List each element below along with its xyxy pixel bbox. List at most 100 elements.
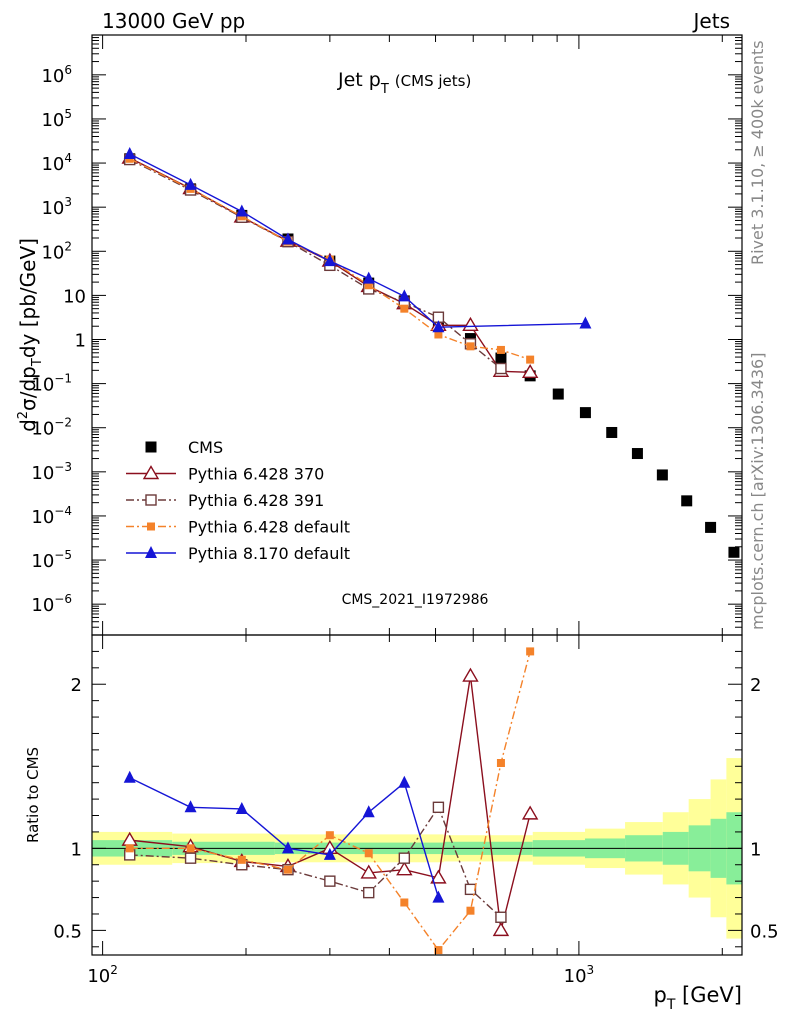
pythia-6-428-391-ratio-point: [324, 875, 336, 887]
pythia-6-428-391-ratio-point: [184, 852, 197, 864]
x-axis-label-suffix: [GeV]: [675, 983, 742, 1007]
y-tick-label: 10−3: [31, 460, 72, 484]
cms-point: [656, 469, 668, 481]
y-tick-label: 102: [41, 239, 72, 263]
pythia-6-428-default-ratio-point: [125, 844, 134, 853]
legend-marker-pythia-8-170-default: [145, 546, 157, 558]
legend-label-pythia-6-428-default: Pythia 6.428 default: [188, 518, 350, 537]
pythia-6-428-391-line: [129, 158, 502, 370]
y-tick-label: 10−4: [31, 504, 72, 528]
legend-marker-pythia-6-428-391: [145, 494, 157, 506]
x-axis-label-main: p: [653, 983, 666, 1007]
pythia-6-428-default-point: [364, 281, 373, 290]
y-tick-label: 10−5: [31, 548, 72, 572]
pythia-6-428-default-ratio-point: [400, 898, 409, 907]
pythia-6-428-370-ratio-point: [396, 861, 413, 876]
y-tick-label: 10−6: [31, 592, 72, 616]
x-axis-label-sub: T: [666, 997, 676, 1013]
y-tick-label: 10−1: [31, 372, 72, 396]
legend-label-pythia-6-428-391: Pythia 6.428 391: [188, 491, 324, 510]
ratio-y-axis-label: Ratio to CMS: [24, 747, 42, 843]
pythia-6-428-default-ratio-point: [466, 906, 475, 915]
plot-title: Jet pT (CMS jets): [337, 69, 471, 97]
pythia-6-428-default-ratio-point: [526, 647, 535, 656]
mcplots-label: mcplots.cern.ch [arXiv:1306.3436]: [748, 353, 767, 630]
cms-point: [728, 546, 740, 558]
pythia-6-428-391-ratio-point: [464, 883, 477, 896]
pythia-8-170-default-point: [362, 271, 375, 284]
pythia-6-428-370-point: [521, 363, 539, 379]
pythia-6-428-391-ratio-point: [432, 801, 445, 814]
pythia-8-170-default-ratio-point: [123, 770, 136, 783]
ratio-tick-label: 1: [71, 839, 82, 860]
pythia-8-170-default-point: [323, 254, 336, 267]
ratio-plot-series: [121, 647, 539, 955]
pythia-6-428-391-point: [495, 362, 507, 375]
pythia-6-428-370-ratio-point: [430, 869, 447, 884]
ratio-tick-label-right: 1: [750, 839, 761, 860]
pythia-6-428-default-point: [526, 355, 535, 364]
cms-point: [495, 352, 507, 364]
ratio-tick-label: 0.5: [53, 921, 82, 942]
pythia-6-428-370-point: [462, 316, 479, 331]
x-tick-label: 102: [87, 963, 118, 987]
x-axis-label: pT [GeV]: [653, 983, 742, 1013]
x-tick-label: 103: [564, 963, 595, 987]
header-left: 13000 GeV pp: [102, 9, 245, 33]
pythia-6-428-default-point: [496, 345, 505, 354]
rivet-label: Rivet 3.1.10, ≥ 400k events: [748, 40, 767, 265]
pythia-8-170-default-point: [398, 289, 411, 302]
pythia-6-428-default-ratio-point: [237, 855, 246, 864]
pythia-8-170-default-ratio-point: [362, 805, 375, 818]
pythia-6-428-default-ratio-point: [325, 831, 334, 840]
y-axis-label: d2σ/dpTdy [pb/GeV]: [16, 238, 45, 432]
pythia-8-170-default-point: [235, 204, 248, 217]
pythia-6-428-default-line: [129, 158, 531, 361]
pythia-6-428-370-ratio-point: [521, 805, 539, 820]
legend-label-cms: CMS: [188, 438, 223, 457]
pythia-8-170-default-point: [432, 320, 445, 333]
cms-point: [705, 521, 717, 533]
pythia-6-428-default-ratio-line: [129, 651, 531, 952]
pythia-8-170-default-point: [281, 232, 294, 245]
cms-point: [681, 495, 693, 507]
y-tick-label: 10−2: [31, 416, 72, 440]
legend-marker-pythia-6-428-default: [147, 522, 155, 531]
pythia-6-428-default-ratio-point: [364, 849, 373, 858]
y-tick-label: 103: [41, 195, 72, 219]
pythia-6-428-default-point: [434, 330, 443, 339]
y-tick-label: 10: [63, 286, 86, 307]
pythia-6-428-391-ratio-point: [495, 911, 507, 923]
ratio-tick-label-right: 2: [750, 675, 761, 696]
main-plot-series: [121, 147, 740, 558]
axes-ticks: 102 10310−610−510−410−310−210−11101021031…: [31, 34, 779, 987]
pythia-8-170-default-ratio-point: [235, 801, 248, 814]
cms-point: [606, 426, 618, 438]
pythia-8-170-default-ratio-point: [184, 800, 197, 813]
ratio-tick-label-right: 0.5: [750, 921, 779, 942]
plot-title-suffix: (CMS jets): [395, 72, 472, 90]
pythia-6-428-default-ratio-point: [283, 865, 292, 874]
pythia-8-170-default-point: [579, 316, 592, 329]
analysis-watermark: CMS_2021_I1972986: [342, 592, 489, 608]
y-tick-label: 1: [75, 331, 86, 352]
ratio-plot-frame: [91, 634, 743, 956]
pythia-6-428-default-point: [400, 304, 409, 313]
legend-label-pythia-6-428-370: Pythia 6.428 370: [188, 465, 324, 484]
cms-point: [552, 388, 564, 400]
legend-marker-cms: [145, 441, 157, 453]
pythia-6-428-391-ratio-line: [129, 805, 502, 918]
legend-label-pythia-8-170-default: Pythia 8.170 default: [188, 544, 350, 563]
pythia-6-428-default-ratio-point: [186, 844, 195, 853]
pythia-6-428-default-ratio-point: [434, 946, 443, 955]
y-tick-label: 105: [41, 107, 72, 131]
pythia-6-428-391-ratio-point: [363, 886, 375, 899]
legend: CMS Pythia 6.428 370 Pythia 6.428 391 Pythi…: [126, 438, 350, 563]
pythia-8-170-default-line: [129, 153, 586, 328]
pythia-6-428-default-point: [466, 342, 475, 351]
pythia-8-170-default-point: [123, 147, 136, 160]
legend-marker-pythia-6-428-370: [142, 465, 160, 480]
cms-point: [631, 448, 643, 460]
pythia-6-428-391-ratio-point: [398, 852, 411, 864]
